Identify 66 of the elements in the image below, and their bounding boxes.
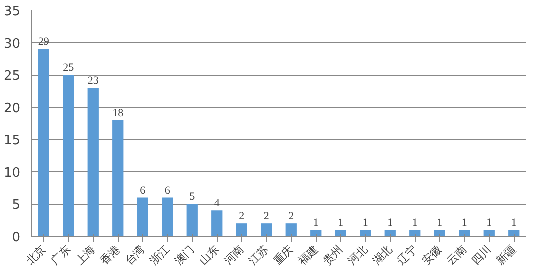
x-tick-label: 四川 — [469, 242, 494, 268]
data-label: 1 — [511, 217, 517, 230]
bar — [310, 230, 322, 236]
bar — [335, 230, 346, 236]
data-label: 1 — [462, 217, 468, 230]
bar — [286, 224, 297, 236]
bar — [459, 230, 470, 236]
data-label: 1 — [313, 217, 319, 230]
y-tick-label: 5 — [12, 198, 21, 214]
bar — [434, 230, 446, 236]
x-tick-label: 河南 — [222, 242, 246, 268]
x-tick-label: 浙江 — [147, 242, 172, 268]
data-label: 2 — [288, 210, 294, 223]
data-label: 1 — [362, 217, 368, 230]
x-tick-label: 新疆 — [494, 242, 519, 268]
x-tick-label: 台湾 — [122, 242, 148, 268]
y-tick-label: 25 — [4, 69, 21, 84]
bar — [410, 230, 421, 236]
data-label: 6 — [140, 184, 146, 197]
y-tick-label: 0 — [12, 230, 21, 246]
x-tick-label: 辽宁 — [394, 242, 420, 268]
bar — [360, 230, 372, 236]
x-tick-label: 重庆 — [271, 242, 296, 268]
bar — [261, 224, 272, 236]
data-label: 1 — [388, 217, 394, 230]
data-label: 2 — [264, 210, 270, 223]
data-label: 5 — [190, 191, 196, 204]
bar — [112, 120, 124, 236]
y-tick-label: 20 — [4, 101, 21, 116]
bar — [236, 224, 248, 236]
x-tick-label: 澳门 — [172, 242, 197, 268]
x-tick-label: 福建 — [296, 242, 321, 268]
bar — [186, 204, 198, 236]
x-tick-label: 河北 — [345, 242, 370, 268]
x-tick-label: 广东 — [48, 242, 74, 268]
data-label: 1 — [338, 217, 344, 230]
data-label: 23 — [88, 74, 100, 87]
bar — [88, 88, 99, 236]
bar — [484, 230, 495, 236]
data-label: 18 — [112, 107, 124, 120]
bar — [384, 230, 396, 236]
x-tick-label: 贵州 — [320, 242, 346, 268]
x-tick-label: 云南 — [444, 242, 470, 268]
x-tick-label: 香港 — [98, 242, 123, 268]
bar — [162, 198, 174, 236]
data-label: 1 — [437, 217, 443, 230]
data-label: 6 — [164, 184, 171, 197]
bar — [63, 75, 74, 236]
x-tick-label: 江苏 — [246, 242, 272, 268]
data-label: 1 — [412, 217, 418, 230]
x-tick-label: 上海 — [73, 242, 98, 268]
data-label: 25 — [63, 62, 75, 74]
x-tick-label: 湖北 — [370, 242, 395, 268]
bar — [38, 49, 50, 236]
data-label: 1 — [486, 217, 492, 230]
y-tick-label: 15 — [4, 134, 21, 149]
y-tick-label: 30 — [4, 36, 21, 52]
data-label: 2 — [239, 210, 245, 223]
x-tick-label: 安徽 — [420, 242, 444, 268]
x-tick-label: 北京 — [24, 242, 48, 268]
y-tick-label: 35 — [4, 4, 21, 20]
x-tick-label: 山东 — [196, 242, 222, 268]
bar — [212, 210, 223, 236]
y-tick-label: 10 — [4, 166, 21, 181]
bar — [137, 198, 148, 236]
bar — [508, 230, 520, 236]
